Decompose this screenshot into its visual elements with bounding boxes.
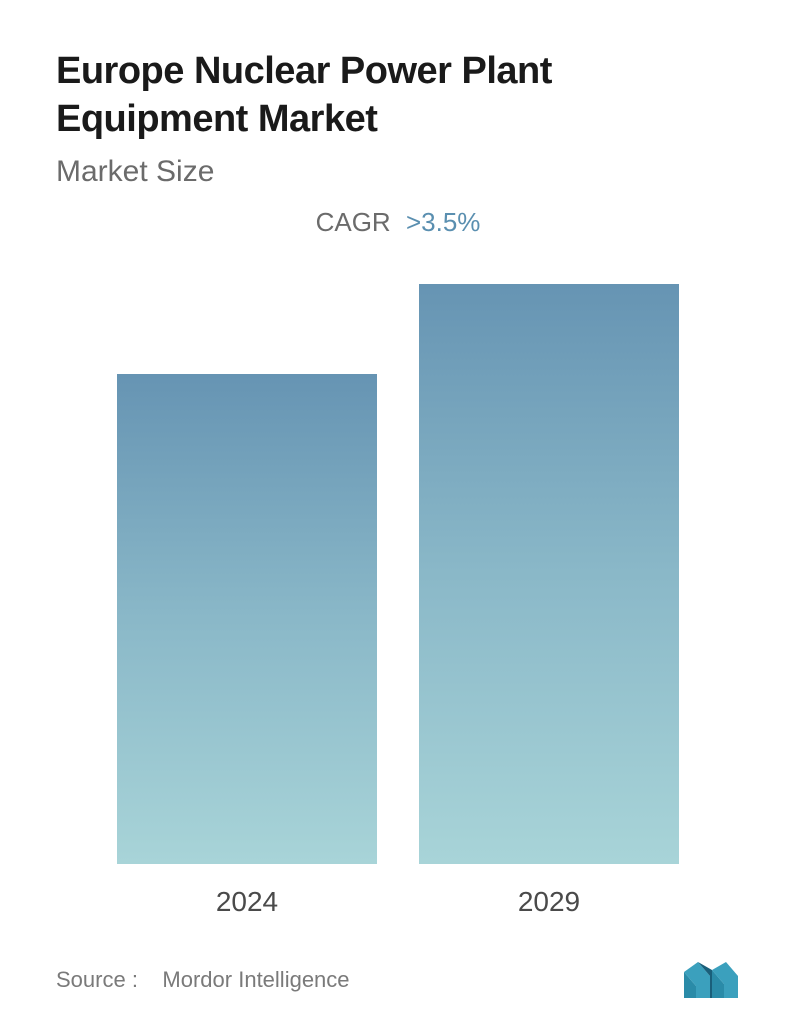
bar-label-2029: 2029: [518, 886, 580, 918]
mordor-logo-icon: [682, 960, 740, 1000]
bar-group-2029: 2029: [419, 284, 679, 918]
bar-2024: [117, 374, 377, 864]
chart-title: Europe Nuclear Power Plant Equipment Mar…: [56, 48, 740, 143]
footer: Source : Mordor Intelligence: [56, 960, 740, 1000]
bar-2029: [419, 284, 679, 864]
cagr-value: >3.5%: [406, 207, 480, 237]
cagr-row: CAGR >3.5%: [56, 207, 740, 238]
source-label: Source :: [56, 967, 138, 992]
bar-group-2024: 2024: [117, 374, 377, 918]
source-text: Source : Mordor Intelligence: [56, 967, 350, 993]
chart-subtitle: Market Size: [56, 155, 740, 189]
cagr-label: CAGR: [316, 207, 391, 237]
bar-chart: 2024 2029: [56, 298, 740, 918]
bar-label-2024: 2024: [216, 886, 278, 918]
source-name: Mordor Intelligence: [162, 967, 349, 992]
